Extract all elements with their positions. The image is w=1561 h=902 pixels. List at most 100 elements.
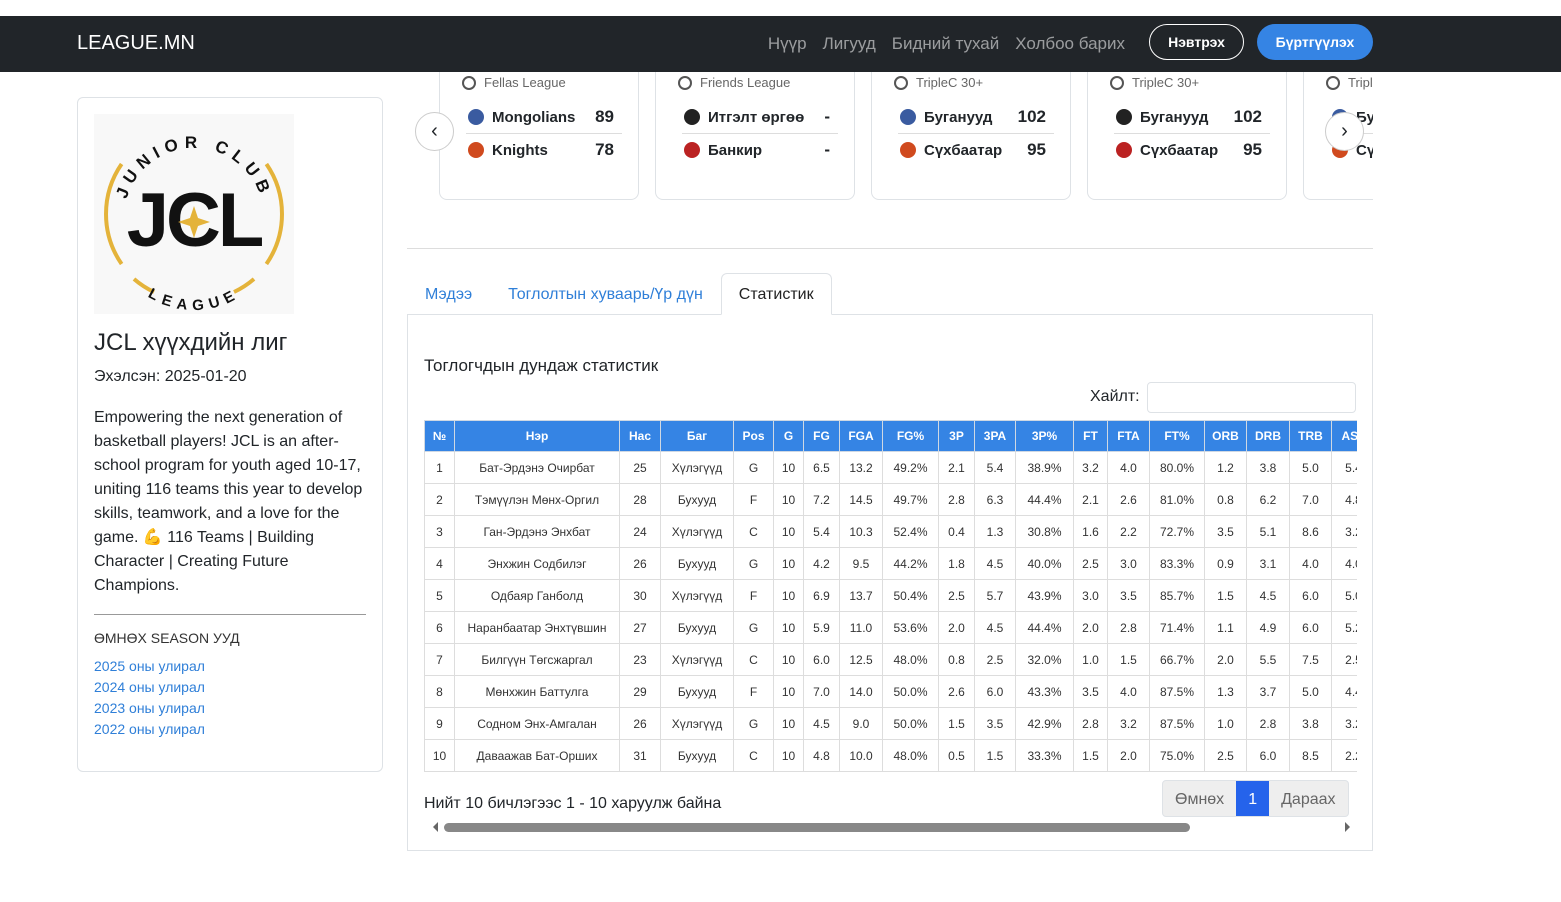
game-league: TripleC 30+ [1132,75,1200,90]
column-header[interactable]: G [773,420,804,452]
scroll-right[interactable] [1345,822,1355,832]
table-row: 9 Содном Энх-Амгалан 26 Хүлэгүүд G 10 4.5 9.0 50… [424,707,1357,740]
column-header[interactable]: FGA [839,420,883,452]
table-cell: C [733,739,774,772]
table-cell: 3.1 [1246,547,1290,580]
table-cell: 50.0% [882,707,939,740]
table-cell: Бухууд [660,611,734,644]
table-cell: 2.0 [938,611,975,644]
table-cell: 44.2% [882,547,939,580]
column-header[interactable]: FG [803,420,840,452]
column-header[interactable]: FT [1073,420,1108,452]
register-button[interactable]: Бүртгүүлэх [1257,24,1373,60]
table-cell: Бат-Эрдэнэ Очирбат [454,451,620,484]
table-cell: 7 [424,643,455,676]
game-league: Friends League [700,75,791,90]
table-cell: Мөнхжин Баттулга [454,675,620,708]
table-cell: 1.5 [1204,579,1247,612]
game-league: Fellas League [484,75,566,90]
column-header[interactable]: ORB [1204,420,1247,452]
team-score: 102 [1017,107,1046,126]
table-cell: 52.4% [882,515,939,548]
column-header[interactable]: DRB [1246,420,1290,452]
tab[interactable]: Статистик [720,273,832,315]
league-icon [678,76,692,90]
team-name: Knights [492,142,548,159]
brand[interactable]: LEAGUE.MN [77,32,195,54]
table-cell: 48.0% [882,643,939,676]
column-header[interactable]: 3P% [1015,420,1074,452]
table-cell: 1.3 [1204,675,1247,708]
table-cell: Хүлэгүүд [660,515,734,548]
nav-links: Нүүр Лигууд Бидний тухай Холбоо барих [768,34,1125,54]
login-button[interactable]: Нэвтрэх [1149,24,1244,60]
table-row: 3 Ган-Эрдэнэ Энхбат 24 Хүлэгүүд C 10 5.4 10.3 52… [424,515,1357,548]
column-header[interactable]: Нас [619,420,661,452]
column-header[interactable]: FG% [882,420,939,452]
table-cell: 44.4% [1015,483,1074,516]
carousel-next[interactable]: › [1325,112,1364,151]
column-header[interactable]: FT% [1149,420,1205,452]
column-header[interactable]: № [424,420,455,452]
table-cell: 2.1 [938,451,975,484]
table-cell: 3.0 [1107,547,1150,580]
column-header[interactable]: TRB [1289,420,1332,452]
column-header[interactable]: 3PA [974,420,1016,452]
column-header[interactable]: FTA [1107,420,1150,452]
table-cell: 0.8 [938,643,975,676]
team-score: - [824,140,830,159]
table-row: 2 Тэмүүлэн Мөнх-Оргил 28 Бухууд F 10 7.2 14.5 49… [424,483,1357,516]
table-cell: 5.2 [1331,611,1357,644]
table-cell: 4.2 [803,547,840,580]
season-link[interactable]: 2023 оны улирал [94,700,205,716]
tab[interactable]: Мэдээ [425,286,473,303]
table-cell: 2.5 [1073,547,1108,580]
team-icon [684,142,700,158]
scrollbar[interactable] [444,823,1190,832]
season-link[interactable]: 2022 оны улирал [94,721,205,737]
column-header[interactable]: 3P [938,420,975,452]
table-cell: 40.0% [1015,547,1074,580]
column-header[interactable]: Нэр [454,420,620,452]
season-link[interactable]: 2024 оны улирал [94,679,205,695]
table-cell: 10 [773,707,804,740]
column-header[interactable]: AST [1331,420,1357,452]
nav-link[interactable]: Нүүр [767,34,807,53]
table-cell: 5.7 [974,579,1016,612]
column-header[interactable]: Pos [733,420,774,452]
table-cell: 6.3 [974,483,1016,516]
table-cell: 5.0 [1331,579,1357,612]
table-cell: 6.5 [803,451,840,484]
table-cell: C [733,643,774,676]
nav-link[interactable]: Холбоо барих [1015,34,1125,53]
table-cell: 26 [619,707,661,740]
table-cell: 10 [773,643,804,676]
carousel-prev[interactable]: ‹ [415,112,454,151]
table-cell: 1 [424,451,455,484]
table-cell: C [733,515,774,548]
table-cell: 7.0 [1289,483,1332,516]
pagination-page[interactable]: 1 [1236,781,1270,816]
nav-link[interactable]: Бидний тухай [891,34,1000,53]
table-cell: 2.5 [1204,739,1247,772]
table-cell: 2.2 [1331,739,1357,772]
tab[interactable]: Тоглолтын хуваарь/Үр дүн [508,286,703,303]
team-name: Сүхбаатар [924,142,1003,159]
scroll-left[interactable] [428,822,438,832]
season-link[interactable]: 2025 оны улирал [94,658,205,674]
pagination-prev[interactable]: Өмнөх [1175,791,1225,808]
table-cell: 6.2 [1246,483,1290,516]
table-cell: 75.0% [1149,739,1205,772]
table-cell: 23 [619,643,661,676]
table-cell: 66.7% [1149,643,1205,676]
team-icon [468,142,484,158]
table-cell: 3.5 [974,707,1016,740]
table-cell: 49.7% [882,483,939,516]
nav-link[interactable]: Лигууд [822,34,876,53]
table-cell: 29 [619,675,661,708]
pagination-next[interactable]: Дараах [1281,791,1336,808]
table-cell: Энхжин Содбилэг [454,547,620,580]
search-input[interactable] [1147,382,1356,413]
column-header[interactable]: Баг [660,420,734,452]
